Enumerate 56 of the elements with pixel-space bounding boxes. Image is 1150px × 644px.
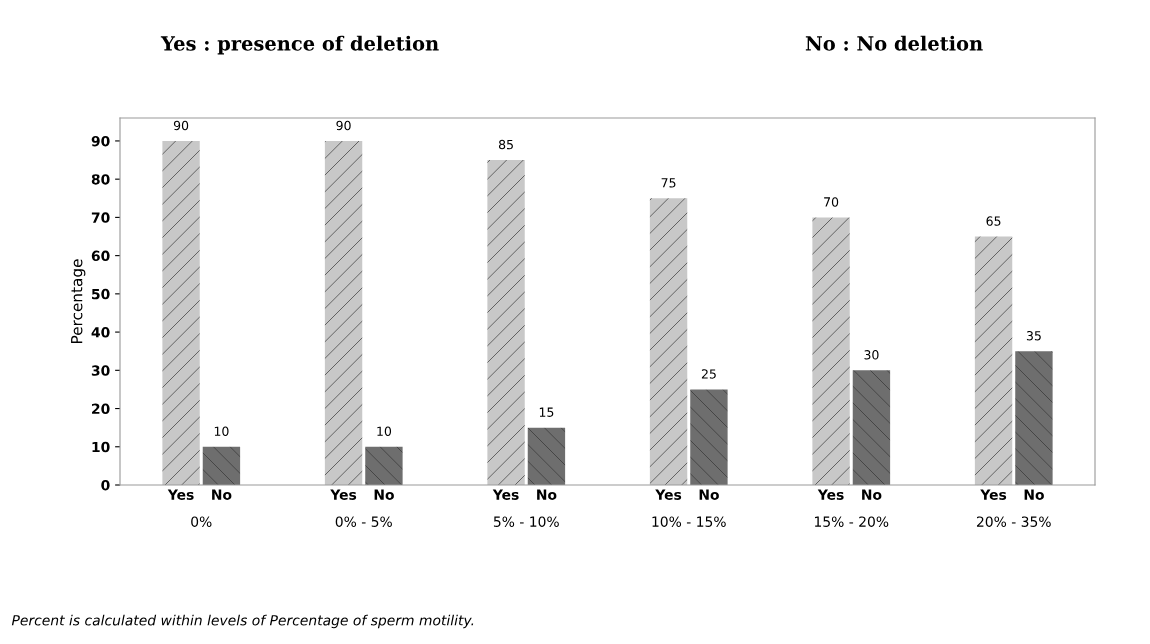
text: Yes	[655, 489, 682, 500]
text: Yes : presence of deletion	[160, 35, 439, 55]
y-tick-label: 20	[92, 403, 110, 415]
data-label: 35	[1026, 330, 1041, 341]
y-tick-label: 30	[91, 365, 110, 376]
data-label: 90	[336, 120, 351, 131]
bar	[852, 370, 891, 485]
y-tick-label: 80	[91, 174, 110, 185]
y-tick-label: 40	[91, 327, 110, 338]
data-label: 25	[701, 369, 716, 379]
y-tick-label: 0	[101, 479, 110, 491]
data-label: 85	[498, 139, 513, 150]
x-tick-label: 15% - 20%	[814, 516, 889, 527]
bar	[487, 160, 525, 485]
text: Yes	[492, 489, 519, 500]
bar	[649, 198, 688, 485]
data-label: 10	[377, 426, 392, 437]
text: No	[1024, 489, 1044, 500]
x-tick-label: 20% - 35%	[976, 516, 1051, 527]
y-tick-label: 70	[91, 212, 110, 223]
series-label: Yes	[167, 489, 194, 500]
data-label: 75	[661, 178, 676, 188]
x-tick-label: 5% - 10%	[493, 516, 559, 527]
data-label: 10	[214, 426, 229, 437]
y-tick-label: 60	[91, 250, 110, 262]
text: Percent is calculated within levels of Percentage of sperm motility.	[11, 614, 474, 629]
bar	[974, 236, 1013, 485]
text: Yes	[980, 489, 1007, 500]
data-label: 90	[173, 120, 189, 131]
bar	[1015, 351, 1053, 485]
text: No	[862, 489, 882, 500]
text: Yes	[817, 489, 844, 500]
y-tick-label: 10	[92, 441, 110, 453]
text: No	[699, 489, 719, 500]
x-tick-label: 10% - 15%	[652, 516, 726, 527]
bar	[812, 217, 850, 485]
bar	[324, 140, 363, 485]
x-tick-label: 0%	[191, 516, 212, 527]
bar	[690, 389, 728, 485]
y-tick-label: 90	[91, 135, 110, 147]
data-label: 15	[539, 407, 554, 417]
text: No	[537, 489, 557, 500]
y-axis-title: Percentage	[71, 259, 86, 343]
bar	[202, 446, 241, 485]
data-label: 65	[986, 216, 1001, 226]
y-tick-label: 50	[92, 288, 110, 300]
data-label: 70	[824, 197, 839, 207]
x-tick-label: 0% - 5%	[335, 516, 392, 527]
bar	[162, 140, 200, 485]
bar	[527, 427, 566, 485]
text: No	[374, 489, 394, 500]
bar	[365, 446, 403, 485]
data-label: 30	[864, 350, 879, 360]
text: Yes	[330, 489, 357, 500]
text: No : No deletion	[805, 35, 983, 51]
series-label: No	[212, 489, 232, 500]
